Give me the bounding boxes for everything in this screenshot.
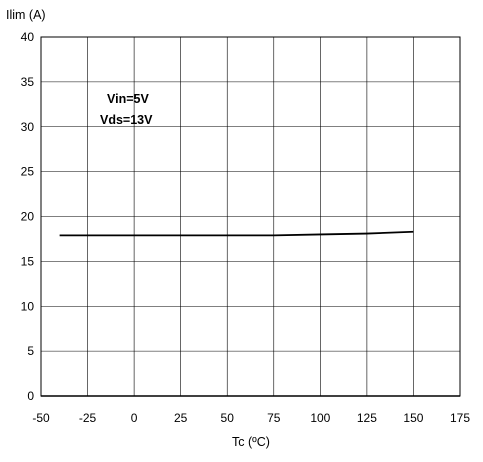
- y-tick-label: 25: [21, 165, 35, 179]
- y-tick-label: 15: [21, 254, 35, 268]
- x-tick-label: -25: [79, 411, 97, 425]
- annotation-vds: Vds=13V: [100, 113, 153, 127]
- x-tick-label: 0: [131, 411, 138, 425]
- series-line: [59, 230, 414, 237]
- x-tick-label: 25: [174, 411, 188, 425]
- x-tick-label: 100: [310, 411, 330, 425]
- x-axis-label: Tc (ºC): [232, 435, 270, 449]
- y-tick-label: 10: [21, 299, 35, 313]
- plot-area-frame: [40, 36, 461, 397]
- y-tick-label: 30: [21, 120, 35, 134]
- annotation-vin: Vin=5V: [107, 92, 149, 106]
- series-layer: [59, 230, 414, 237]
- x-tick-label: 125: [357, 411, 377, 425]
- x-tick-label: 175: [450, 411, 470, 425]
- x-tick-label: 50: [221, 411, 235, 425]
- x-axis-tick-labels: -50 -25 0 25 50 75 100 125 150 175: [32, 411, 470, 425]
- y-tick-label: 20: [21, 210, 35, 224]
- y-axis-label: Ilim (A): [6, 8, 46, 22]
- x-tick-label: 150: [403, 411, 423, 425]
- y-axis-tick-labels: 0 5 10 15 20 25 30 35 40: [21, 30, 35, 403]
- y-tick-label: 5: [27, 344, 34, 358]
- y-tick-label: 35: [21, 75, 35, 89]
- y-tick-label: 40: [21, 30, 35, 44]
- x-tick-label: -50: [32, 411, 50, 425]
- x-tick-label: 75: [267, 411, 281, 425]
- y-tick-label: 0: [27, 389, 34, 403]
